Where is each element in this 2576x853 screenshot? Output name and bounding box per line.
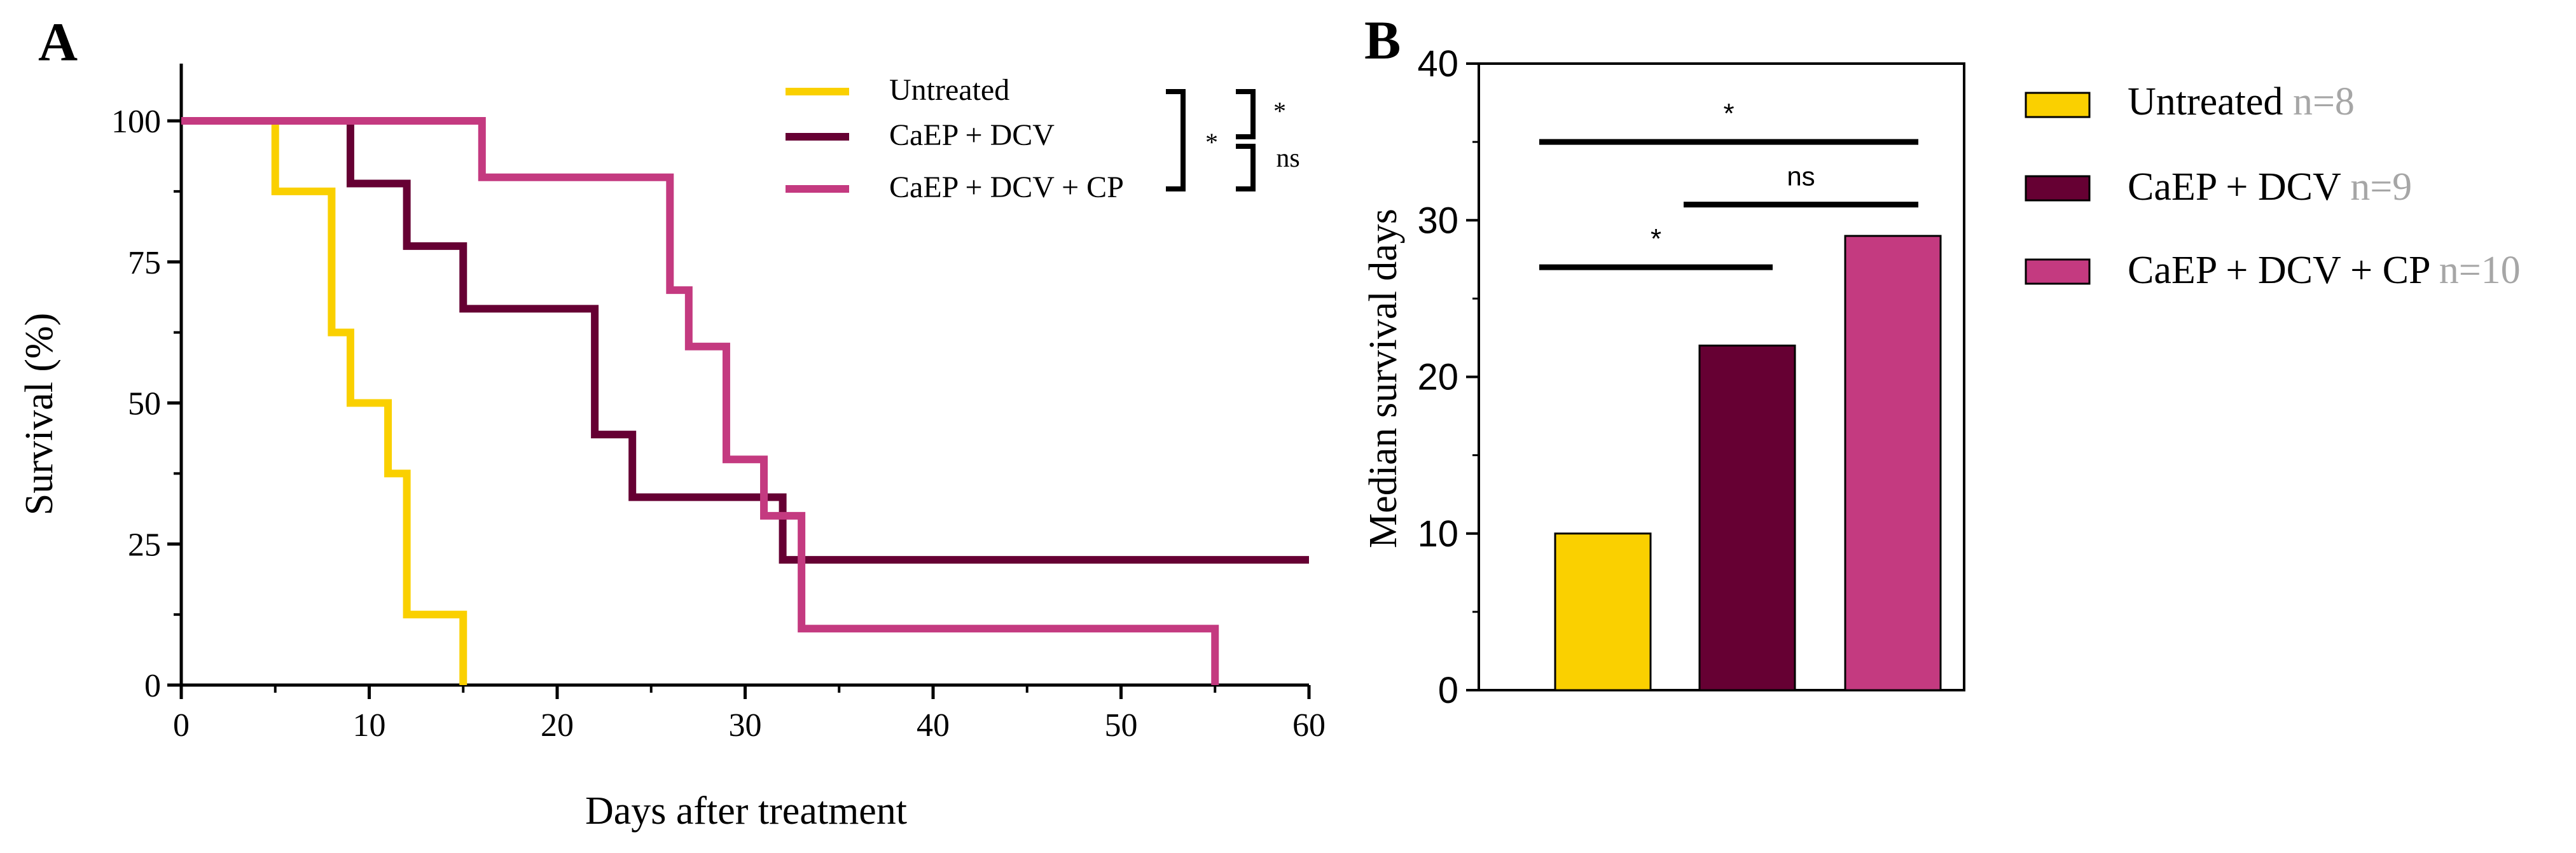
- y-tick-label: 40: [1417, 43, 1458, 85]
- panel-a-ylabel: Survival (%): [18, 313, 61, 516]
- legend-label-caep-dcv-cp: CaEP + DCV + CP: [2128, 249, 2429, 292]
- legend-swatch-caep-dcv: [2025, 175, 2091, 202]
- x-tick-label: 30: [729, 707, 762, 744]
- significance-label: *: [1723, 98, 1734, 129]
- panel-a-significance: [1166, 89, 1256, 191]
- y-tick-label: 25: [128, 527, 161, 563]
- legend-entry-untreated: Untreated n=8: [2128, 80, 2355, 123]
- legend-entry-caep-dcv-cp: CaEP + DCV + CP n=10: [2128, 249, 2521, 292]
- legend-swatch-caep-dcv-cp: [2025, 258, 2091, 285]
- panel-a-survival-curves: [181, 117, 1309, 685]
- x-tick-label: 50: [1105, 707, 1138, 744]
- panel-b-letter: B: [1364, 10, 1401, 71]
- sig-top-label: *: [1273, 97, 1286, 125]
- legend-label-caep-dcv-cp: CaEP + DCV + CP: [889, 170, 1124, 204]
- legend-n-caep-dcv-cp: n=10: [2429, 249, 2520, 292]
- survival-curve-untreated: [181, 117, 467, 685]
- significance-label: ns: [1787, 162, 1815, 191]
- legend-label-untreated: Untreated: [2128, 80, 2283, 123]
- survival-curve-caep-dcv: [181, 117, 1309, 564]
- panel-a-axes: 0 25 50 75 100 0 10 20 30 40 50 60: [111, 64, 1326, 744]
- survival-curve-caep-dcv-cp: [181, 117, 1219, 685]
- significance-label: *: [1651, 223, 1661, 254]
- bar-caep-dcv: [1698, 344, 1796, 691]
- legend-label-caep-dcv: CaEP + DCV: [889, 118, 1055, 152]
- panel-a-letter: A: [38, 11, 78, 73]
- bar-untreated: [1554, 532, 1652, 691]
- panel-b-legend: Untreated n=8 CaEP + DCV n=9 CaEP + DCV …: [2025, 80, 2521, 292]
- y-tick-label: 100: [111, 104, 161, 140]
- legend-label-caep-dcv: CaEP + DCV: [2128, 165, 2341, 209]
- legend-n-caep-dcv: n=9: [2341, 165, 2412, 209]
- y-tick-label: 20: [1417, 357, 1458, 398]
- y-tick-label: 50: [128, 386, 161, 422]
- bracket-untreated-vs-dcv: [1236, 89, 1256, 139]
- legend-label-untreated: Untreated: [889, 73, 1009, 107]
- x-tick-label: 20: [541, 707, 574, 744]
- x-tick-label: 60: [1292, 707, 1326, 744]
- x-tick-label: 40: [917, 707, 950, 744]
- panel-a-legend: Untreated CaEP + DCV CaEP + DCV + CP: [786, 73, 1124, 204]
- y-tick-label: 0: [144, 668, 161, 704]
- y-tick-label: 10: [1417, 513, 1458, 555]
- x-tick-label: 10: [353, 707, 386, 744]
- x-tick-label: 0: [173, 707, 190, 744]
- bracket-dcv-vs-cp: [1236, 144, 1256, 191]
- legend-n-untreated: n=8: [2283, 80, 2354, 123]
- legend-entry-caep-dcv: CaEP + DCV n=9: [2128, 165, 2412, 209]
- y-tick-label: 0: [1438, 670, 1458, 711]
- y-tick-label: 30: [1417, 200, 1458, 241]
- legend-swatch-untreated: [2025, 92, 2091, 118]
- panel-a-xlabel: Days after treatment: [585, 789, 907, 833]
- y-tick-label: 75: [128, 245, 161, 281]
- bracket-untreated-vs-cp: [1166, 89, 1186, 191]
- panel-b-ylabel: Median survival days: [1362, 209, 1405, 548]
- panel-b-bars: [1554, 235, 1942, 691]
- sig-outer-label: *: [1205, 128, 1218, 156]
- bar-caep-dcv-cp: [1844, 235, 1942, 691]
- sig-bottom-label: ns: [1276, 144, 1299, 173]
- panel-b-significance: * ns *: [1539, 98, 1918, 270]
